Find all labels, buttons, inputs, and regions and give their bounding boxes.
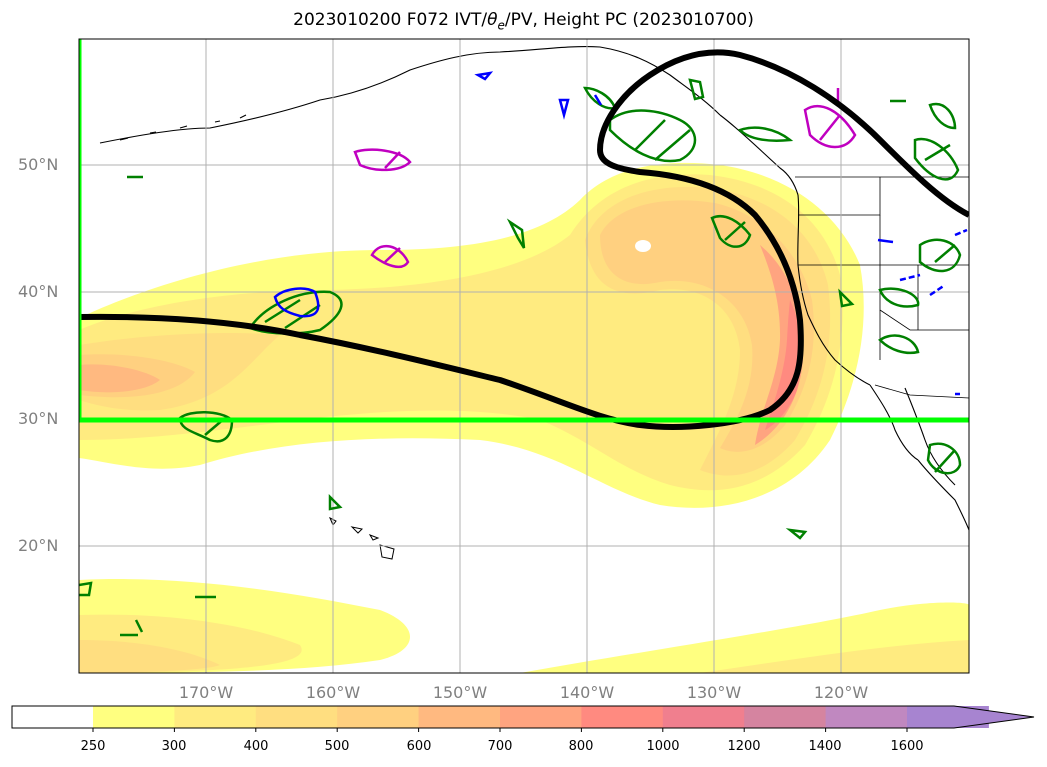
colorbar-segment: [418, 706, 501, 728]
colorbar-segment-below: [12, 706, 93, 728]
ivt-band-500b: [600, 200, 814, 452]
colorbar-segment: [825, 706, 908, 728]
colorbar-segment: [337, 706, 420, 728]
chart-title: 2023010200 F072 IVT/θe/PV, Height PC (20…: [293, 10, 754, 33]
lon-label-170w: 170°W: [178, 683, 234, 702]
colorbar-label: 1200: [727, 739, 761, 754]
ivt-hole: [635, 240, 651, 252]
ivt-band-600: [79, 364, 160, 393]
colorbar-segment: [581, 706, 664, 728]
gridlines: [79, 39, 969, 673]
colorbar-label: 800: [568, 739, 594, 754]
lat-label-40n: 40°N: [18, 282, 59, 301]
lon-label-120w: 120°W: [813, 683, 869, 702]
map-frame: [78, 38, 970, 674]
ivt-south-400: [79, 640, 220, 673]
colorbar-label: 500: [324, 739, 350, 754]
colorbar-label: 400: [243, 739, 269, 754]
lat-label-20n: 20°N: [18, 536, 59, 555]
lon-label-130w: 130°W: [686, 683, 742, 702]
hawaii-islands: [329, 516, 395, 560]
coastlines: [99, 45, 969, 531]
state-borders: [795, 176, 969, 399]
colorbar-label: 1600: [890, 739, 924, 754]
colorbar-segment: [255, 706, 338, 728]
colorbar: [11, 705, 1035, 732]
colorbar-segment: [500, 706, 582, 728]
colorbar-segment: [662, 706, 745, 728]
us-west-coast: [797, 194, 871, 386]
bc-coast: [719, 114, 799, 196]
mexico-coast: [917, 459, 969, 531]
gulf-california: [904, 387, 956, 486]
colorbar-segment: [744, 706, 827, 728]
aleutians: [119, 114, 247, 141]
colorbar-label: 700: [487, 739, 513, 754]
theta-e-contours: [79, 78, 962, 637]
ivt-band-800: [765, 300, 802, 430]
lon-label-150w: 150°W: [432, 683, 488, 702]
colorbar-segment: [174, 706, 257, 728]
lon-label-160w: 160°W: [305, 683, 361, 702]
lat-label-50n: 50°N: [18, 155, 59, 174]
baja-coast: [869, 384, 919, 461]
colorbar-label: 250: [80, 739, 106, 754]
colorbar-extend-arrow: [907, 706, 1034, 728]
ivt-se-300: [700, 640, 969, 673]
colorbar-label: 1000: [646, 739, 680, 754]
alaska-coast: [99, 45, 721, 144]
colorbar-outline: [11, 705, 1035, 729]
lon-label-140w: 140°W: [559, 683, 615, 702]
colorbar-label: 300: [161, 739, 187, 754]
colorbar-segment: [93, 706, 175, 728]
height-pc-contour: [79, 49, 969, 430]
pv-contours: [273, 71, 968, 396]
colorbar-label: 600: [406, 739, 432, 754]
region-box: [79, 39, 969, 423]
lat-label-30n: 30°N: [18, 409, 59, 428]
colorbar-label: 1400: [808, 739, 842, 754]
